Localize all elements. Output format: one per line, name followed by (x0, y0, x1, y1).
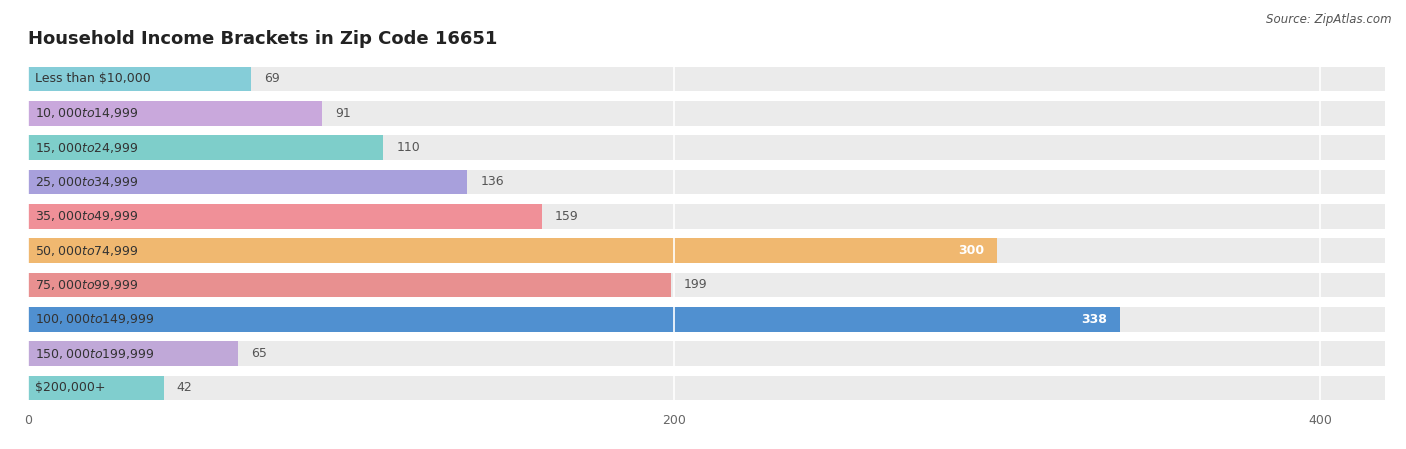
Bar (28, 135, 1385, 160)
Bar (28, 376, 165, 401)
Bar (28, 307, 1121, 332)
Bar (28, 238, 1385, 263)
Text: $25,000 to $34,999: $25,000 to $34,999 (35, 175, 138, 189)
Text: Household Income Brackets in Zip Code 16651: Household Income Brackets in Zip Code 16… (28, 31, 498, 48)
Text: $200,000+: $200,000+ (35, 382, 105, 395)
Bar (28, 204, 541, 229)
Bar (28, 66, 1385, 91)
Bar (28, 135, 384, 160)
Text: $10,000 to $14,999: $10,000 to $14,999 (35, 106, 138, 120)
Text: $150,000 to $199,999: $150,000 to $199,999 (35, 347, 155, 361)
Text: 199: 199 (683, 278, 707, 291)
Bar (28, 238, 997, 263)
Bar (28, 170, 1385, 194)
Bar (28, 273, 671, 297)
Text: 110: 110 (396, 141, 420, 154)
Bar (28, 307, 1385, 332)
Bar (28, 376, 1385, 401)
Text: 42: 42 (177, 382, 193, 395)
Bar (28, 101, 1385, 126)
Bar (28, 101, 322, 126)
Text: 159: 159 (555, 210, 578, 223)
Text: Source: ZipAtlas.com: Source: ZipAtlas.com (1267, 13, 1392, 26)
Bar (28, 341, 238, 366)
Bar (28, 170, 467, 194)
Text: 69: 69 (264, 72, 280, 85)
Bar (28, 341, 1385, 366)
Bar (28, 66, 252, 91)
Bar (28, 204, 1385, 229)
Text: 136: 136 (481, 176, 503, 189)
Text: 338: 338 (1081, 313, 1107, 326)
Bar (28, 273, 1385, 297)
Text: $15,000 to $24,999: $15,000 to $24,999 (35, 141, 138, 154)
Text: $100,000 to $149,999: $100,000 to $149,999 (35, 313, 155, 326)
Text: 65: 65 (252, 347, 267, 360)
Text: 91: 91 (335, 107, 350, 120)
Text: 300: 300 (959, 244, 984, 257)
Text: $35,000 to $49,999: $35,000 to $49,999 (35, 209, 138, 223)
Text: $75,000 to $99,999: $75,000 to $99,999 (35, 278, 138, 292)
Text: $50,000 to $74,999: $50,000 to $74,999 (35, 244, 138, 258)
Text: Less than $10,000: Less than $10,000 (35, 72, 150, 85)
